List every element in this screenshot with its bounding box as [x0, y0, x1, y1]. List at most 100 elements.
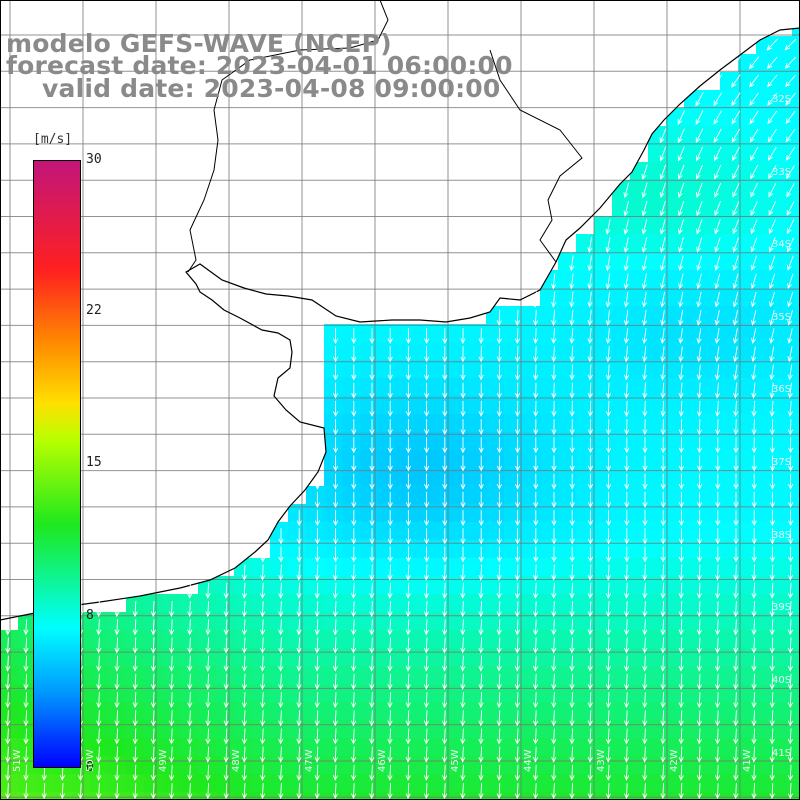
wind-arrow — [332, 764, 338, 781]
wind-arrow — [714, 219, 721, 235]
wind-arrow — [751, 437, 757, 454]
wind-arrow — [769, 491, 776, 508]
wind-arrow — [551, 637, 557, 654]
wind-arrow — [769, 692, 775, 709]
wind-arrow — [23, 764, 29, 781]
wind-arrow — [405, 692, 411, 709]
wind-arrow — [460, 601, 466, 618]
wind-arrow — [787, 582, 793, 599]
wind-arrow — [787, 746, 793, 763]
wind-arrow — [405, 601, 411, 618]
wind-arrow — [624, 473, 630, 490]
wind-arrow — [369, 328, 375, 345]
wind-arrow — [496, 346, 502, 363]
wind-arrow — [532, 673, 539, 690]
wind-arrow — [442, 473, 448, 490]
wind-arrow — [332, 455, 339, 472]
wind-arrow — [223, 746, 229, 763]
wind-arrow — [551, 364, 557, 381]
wind-arrow — [278, 564, 284, 581]
wind-arrow — [733, 400, 739, 417]
wind-arrow — [23, 710, 29, 727]
wind-arrow — [350, 728, 357, 745]
wind-arrow — [769, 637, 775, 654]
wind-arrow — [623, 728, 630, 745]
wind-arrow — [714, 764, 721, 781]
wind-arrow — [751, 783, 757, 800]
wind-arrow — [551, 455, 557, 472]
wind-arrow — [351, 364, 357, 381]
wind-arrow — [187, 746, 193, 763]
wind-vectors — [5, 38, 797, 800]
wind-arrow — [96, 637, 102, 654]
wind-arrow — [678, 710, 684, 727]
wind-arrow — [332, 601, 338, 618]
wind-arrow — [533, 328, 539, 345]
wind-arrow — [260, 546, 266, 563]
wind-arrow — [769, 400, 775, 417]
wind-arrow — [423, 728, 429, 745]
wind-arrow — [715, 546, 721, 563]
valid-date: valid date: 2023-04-08 09:00:00 — [42, 74, 501, 103]
wind-arrow — [532, 728, 539, 745]
wind-arrow — [714, 637, 721, 654]
wind-arrow — [678, 783, 684, 800]
wind-arrow — [660, 346, 666, 363]
wind-arrow — [641, 146, 648, 162]
wind-arrow — [496, 510, 503, 527]
wind-arrow — [441, 673, 448, 690]
wind-arrow — [496, 655, 502, 672]
wind-arrow — [677, 128, 685, 144]
wind-arrow — [769, 601, 775, 618]
wind-arrow — [369, 746, 375, 763]
wind-arrow — [96, 746, 102, 763]
wind-arrow — [751, 419, 757, 436]
wind-arrow — [533, 473, 539, 490]
wind-arrow — [514, 437, 521, 454]
wind-arrow — [205, 673, 211, 690]
wind-arrow — [332, 746, 338, 763]
wind-arrow — [732, 219, 740, 235]
wind-arrow — [605, 528, 612, 545]
wind-arrow — [332, 728, 338, 745]
wind-arrow — [769, 437, 775, 454]
wind-arrow — [660, 710, 666, 727]
wind-arrow — [605, 491, 612, 508]
wind-arrow — [132, 710, 138, 727]
wind-arrow — [441, 582, 448, 599]
wind-arrow — [677, 219, 685, 235]
wind-arrow — [678, 546, 685, 563]
wind-arrow — [732, 255, 739, 271]
wind-arrow — [642, 546, 648, 563]
wind-arrow — [514, 328, 520, 345]
wind-arrow — [605, 582, 611, 599]
wind-arrow — [642, 728, 648, 745]
wind-arrow — [533, 437, 539, 454]
wind-arrow — [168, 619, 175, 636]
wind-arrow — [514, 346, 521, 363]
wind-arrow — [696, 437, 703, 454]
wind-arrow — [405, 364, 412, 381]
lon-label: 42W — [669, 749, 680, 772]
wind-arrow — [678, 510, 685, 527]
wind-arrow — [569, 291, 575, 308]
wind-arrow — [660, 673, 666, 690]
wind-arrow — [751, 764, 757, 781]
wind-arrow — [696, 419, 703, 436]
wind-arrow — [205, 783, 211, 800]
wind-arrow — [296, 564, 302, 581]
wind-arrow — [460, 546, 466, 563]
wind-arrow — [5, 673, 11, 690]
wind-arrow — [569, 655, 575, 672]
wind-arrow — [769, 346, 775, 363]
wind-arrow — [659, 255, 666, 272]
wind-arrow — [623, 200, 630, 217]
wind-arrow — [569, 746, 575, 763]
wind-arrow — [114, 746, 120, 763]
wind-arrow — [677, 110, 686, 125]
wind-arrow — [605, 673, 611, 690]
wind-arrow — [478, 528, 484, 545]
wind-arrow — [787, 673, 793, 690]
